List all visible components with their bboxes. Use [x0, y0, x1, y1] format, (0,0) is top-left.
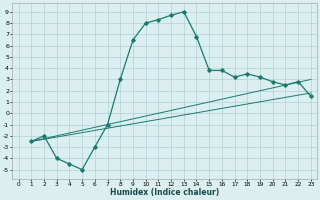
X-axis label: Humidex (Indice chaleur): Humidex (Indice chaleur) [110, 188, 219, 197]
